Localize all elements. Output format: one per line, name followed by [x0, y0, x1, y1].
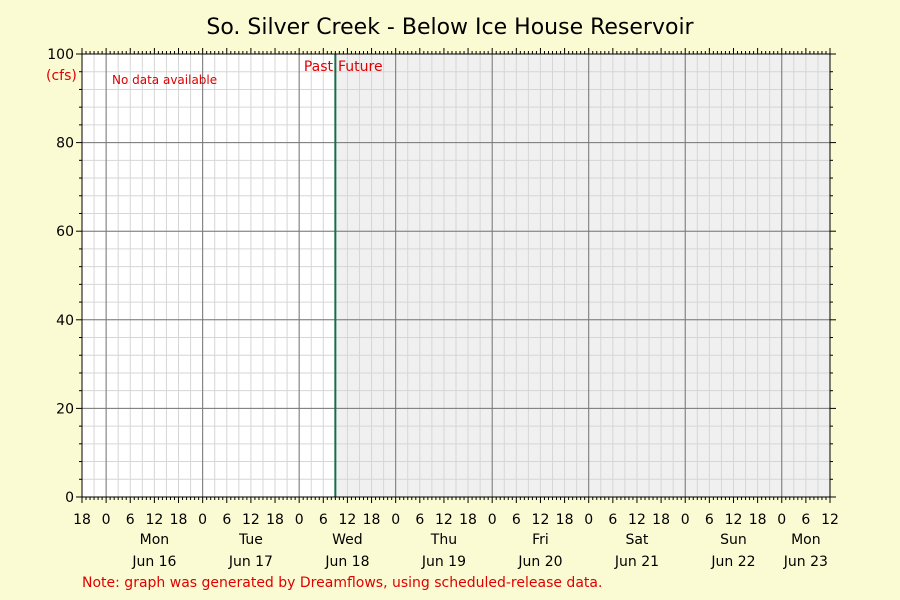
- x-tick-label: 18: [459, 512, 477, 528]
- x-tick-label: 18: [73, 512, 91, 528]
- x-tick-label: 0: [681, 512, 690, 528]
- x-tick-label: 6: [801, 512, 810, 528]
- y-tick-label: 0: [65, 490, 74, 506]
- x-tick-label: 12: [435, 512, 453, 528]
- plot-past-region: [82, 54, 336, 497]
- x-tick-label: 18: [749, 512, 767, 528]
- x-tick-label: 0: [391, 512, 400, 528]
- x-tick-label: 18: [363, 512, 381, 528]
- day-name-label: Wed: [332, 532, 363, 548]
- past-label: Past: [304, 59, 334, 75]
- x-tick-label: 12: [628, 512, 646, 528]
- x-tick-label: 0: [584, 512, 593, 528]
- x-tick-label: 6: [705, 512, 714, 528]
- x-tick-label: 6: [126, 512, 135, 528]
- x-tick-label: 6: [319, 512, 328, 528]
- day-date-label: Jun 20: [517, 554, 562, 570]
- plot-future-region: [335, 54, 830, 497]
- x-tick-label: 6: [608, 512, 617, 528]
- y-tick-label: 40: [56, 313, 74, 329]
- footer-note: Note: graph was generated by Dreamflows,…: [82, 575, 602, 591]
- day-date-label: Jun 17: [228, 554, 273, 570]
- chart-title: So. Silver Creek - Below Ice House Reser…: [206, 15, 694, 40]
- day-name-label: Sun: [720, 532, 747, 548]
- day-name-label: Thu: [430, 532, 457, 548]
- x-tick-label: 0: [295, 512, 304, 528]
- day-name-label: Fri: [532, 532, 549, 548]
- day-date-label: Jun 16: [131, 554, 176, 570]
- x-tick-label: 6: [222, 512, 231, 528]
- x-tick-label: 18: [556, 512, 574, 528]
- day-name-label: Sat: [625, 532, 648, 548]
- y-tick-label: 20: [56, 401, 74, 417]
- day-name-label: Mon: [140, 532, 170, 548]
- x-tick-label: 6: [512, 512, 521, 528]
- day-name-label: Mon: [791, 532, 821, 548]
- x-tick-label: 18: [266, 512, 284, 528]
- x-tick-label: 12: [145, 512, 163, 528]
- x-tick-label: 0: [777, 512, 786, 528]
- day-name-label: Tue: [238, 532, 263, 548]
- future-label: Future: [338, 59, 383, 75]
- day-date-label: Jun 21: [614, 554, 659, 570]
- x-tick-label: 18: [652, 512, 670, 528]
- x-tick-label: 0: [488, 512, 497, 528]
- x-tick-label: 0: [102, 512, 111, 528]
- day-date-label: Jun 19: [421, 554, 466, 570]
- day-date-label: Jun 23: [783, 554, 828, 570]
- day-date-label: Jun 22: [710, 554, 755, 570]
- no-data-label: No data available: [112, 73, 217, 87]
- x-tick-label: 12: [532, 512, 550, 528]
- y-tick-label: 60: [56, 224, 74, 240]
- x-tick-label: 12: [242, 512, 260, 528]
- x-tick-label: 6: [415, 512, 424, 528]
- x-tick-label: 12: [821, 512, 839, 528]
- y-tick-label: 100: [47, 47, 74, 63]
- x-tick-label: 12: [339, 512, 357, 528]
- x-tick-label: 12: [725, 512, 743, 528]
- day-date-label: Jun 18: [324, 554, 369, 570]
- y-axis-unit: (cfs): [46, 68, 77, 84]
- x-tick-label: 0: [198, 512, 207, 528]
- y-tick-label: 80: [56, 136, 74, 152]
- x-tick-label: 18: [170, 512, 188, 528]
